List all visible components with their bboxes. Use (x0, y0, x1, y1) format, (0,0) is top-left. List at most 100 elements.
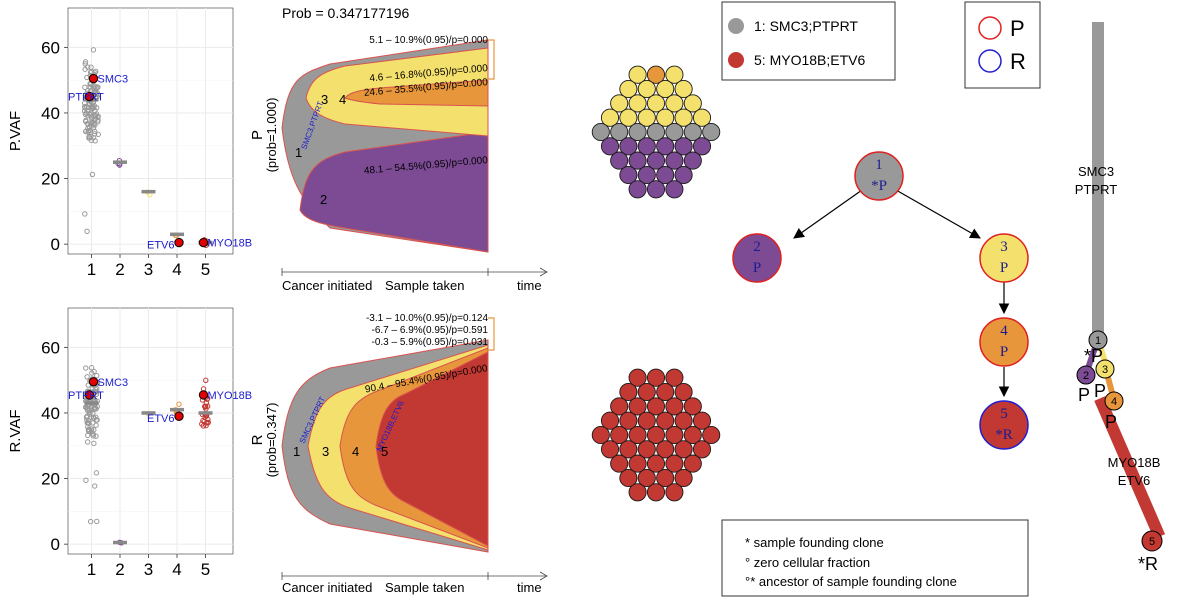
tumor-cell (674, 382, 693, 402)
tumor-cell (637, 382, 656, 402)
fish-r-timeline-start: Cancer initiated (282, 580, 372, 595)
tumor-cell (619, 468, 638, 488)
tumor-cell (628, 122, 647, 142)
vaf-panel-r-ylabel: R.VAF (7, 409, 24, 452)
tumor-cell (665, 122, 684, 142)
tree-node-2-sample: P (753, 260, 761, 276)
fish-p-num-4: 4 (339, 92, 346, 107)
vaf-highlight-point (88, 377, 99, 387)
tumor-cell (628, 397, 647, 416)
tree-node-1: 1 *P (854, 151, 904, 201)
vaf-ytick-label: 60 (41, 338, 60, 357)
vaf-highlight-point (198, 390, 209, 400)
vaf-point (90, 47, 97, 53)
fish-r-side-label: R (249, 434, 266, 445)
tumor-cell (637, 137, 656, 156)
vaf-point (82, 61, 88, 67)
branch-node-3 (1095, 359, 1115, 379)
vaf-highlight-label: PTPRT (68, 390, 104, 402)
vaf-point (95, 131, 101, 138)
tumor-cell (637, 165, 656, 185)
branch-clone5 (1094, 396, 1166, 539)
branch-node-2-label: 2 (1083, 370, 1089, 382)
vaf-xtick-label: 2 (115, 560, 124, 579)
vaf-ytick-label: 0 (51, 535, 60, 554)
tree-node-2: 2 P (732, 233, 782, 283)
fish-p-side-label: P (249, 130, 266, 140)
vaf-point (92, 404, 98, 411)
tumor-cell (665, 397, 684, 416)
vaf-xtick-label: 2 (115, 260, 124, 279)
tree-node-3-sample: P (1000, 260, 1008, 276)
tumor-cell (646, 397, 666, 416)
tumor-cell (683, 454, 702, 473)
cell-population-p (591, 65, 721, 199)
vaf-xtick-label: 1 (87, 260, 96, 279)
vaf-point (85, 108, 91, 114)
sample-legend-frame (964, 1, 1041, 89)
vaf-point (91, 368, 97, 375)
branch-label-bottom-1: MYO18B (1108, 455, 1161, 470)
sample-legend: P R (964, 1, 1041, 89)
fish-p-num-3: 3 (321, 92, 328, 107)
vaf-highlight-label: PTPRT (68, 92, 104, 104)
vaf-highlight-label: MYO18B (208, 390, 253, 402)
tumor-cell (692, 411, 712, 430)
tumor-cell (674, 165, 693, 185)
legend-sample-p-swatch (978, 16, 1002, 40)
tree-node-4: 4 P (979, 317, 1029, 367)
fish-p-timeline-arrow (539, 267, 548, 277)
vaf-point (84, 439, 91, 445)
fish-p-timeline-start: Cancer initiated (282, 278, 372, 293)
vaf-panel-p-ylabel: P.VAF (7, 111, 24, 151)
branch-node-4 (1104, 391, 1124, 411)
mutation-legend-frame (721, 1, 896, 81)
tumor-cell (656, 468, 675, 488)
tree-node-2-id: 2 (753, 239, 761, 255)
fish-plot-p: P (prob=1.000) SMC3,PTPRT 1 2 3 4 5.1 – … (249, 35, 548, 293)
tumor-cell (610, 122, 629, 142)
vaf-point (204, 403, 211, 409)
vaf-point (90, 125, 97, 131)
tree-node-4-circle (979, 317, 1029, 367)
tumor-cell (646, 65, 666, 84)
tumor-cell (628, 180, 647, 199)
fish-r-num-1: 1 (293, 444, 300, 459)
vaf-point (88, 426, 95, 432)
note-founding-clone: * sample founding clone (745, 535, 884, 550)
vaf-point (94, 84, 101, 90)
tumor-cell (637, 411, 656, 430)
vaf-ytick-label: 40 (41, 104, 60, 123)
tumor-cell (702, 122, 721, 142)
branch-mark-1: *P (1084, 346, 1103, 366)
tumor-cell (591, 122, 610, 142)
vaf-point (92, 483, 98, 489)
tumor-cell (628, 454, 647, 473)
tumor-cell (646, 483, 666, 502)
vaf-highlight-label: MYO18B (208, 238, 253, 250)
branch-node-2 (1076, 365, 1096, 385)
tumor-cell (692, 108, 712, 127)
tumor-cell (674, 137, 693, 156)
branch-plot: SMC3 PTPRT MYO18B ETV6 1 2 3 4 5 *P P P … (1075, 22, 1166, 574)
tumor-cell (646, 180, 666, 199)
branch-label-top-2: PTPRT (1075, 182, 1117, 197)
tumor-cell (591, 425, 610, 445)
tree-node-1-sample: *P (871, 178, 887, 194)
fish-r-annotation-1: -3.1 – 10.0%(0.95)/p=0.124 (366, 313, 488, 324)
tumor-cell (665, 65, 684, 84)
tumor-cell (692, 440, 712, 459)
tumor-cell (702, 425, 721, 445)
vaf-highlight-label: SMC3 (98, 377, 129, 389)
legend-label-clone5: 5: MYO18B;ETV6 (754, 52, 865, 68)
tumor-cell (610, 94, 629, 113)
vaf-panel-p: SMC3 PTPRT ETV6 MYO18B 0 20 40 60 1 2 3 4 5 P.VAF (7, 7, 253, 279)
vaf-point (89, 171, 96, 178)
notes-legend: * sample founding clone ° zero cellular … (721, 519, 1029, 597)
tree-node-1-id: 1 (875, 157, 883, 173)
vaf-highlight-point (198, 237, 209, 248)
vaf-panel-r-ticks: 0 20 40 60 1 2 3 4 5 (41, 338, 210, 579)
tumor-cell (674, 108, 693, 127)
tree-node-5-sample: *R (995, 427, 1013, 443)
